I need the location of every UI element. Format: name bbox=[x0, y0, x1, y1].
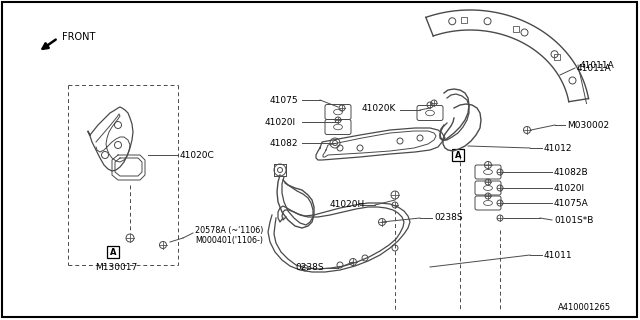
Bar bbox=[554, 54, 560, 60]
Text: 41011A: 41011A bbox=[577, 63, 612, 73]
Text: 41011: 41011 bbox=[544, 251, 573, 260]
Text: A: A bbox=[109, 247, 116, 257]
Text: 41082B: 41082B bbox=[554, 167, 589, 177]
Text: M030002: M030002 bbox=[567, 121, 609, 130]
Bar bbox=[461, 17, 467, 23]
Text: 41020K: 41020K bbox=[362, 103, 396, 113]
Bar bbox=[513, 26, 519, 32]
Text: 41082: 41082 bbox=[270, 139, 298, 148]
Text: 41020I: 41020I bbox=[265, 117, 296, 126]
Text: 0238S: 0238S bbox=[295, 263, 324, 273]
Text: 41020I: 41020I bbox=[554, 183, 585, 193]
Bar bbox=[452, 149, 464, 161]
Text: M130017: M130017 bbox=[95, 263, 137, 273]
Text: 41075A: 41075A bbox=[554, 198, 589, 207]
Text: 41020H: 41020H bbox=[330, 199, 365, 209]
Text: 41011A: 41011A bbox=[580, 60, 615, 69]
Text: 41020C: 41020C bbox=[180, 150, 215, 159]
Text: A410001265: A410001265 bbox=[558, 303, 611, 313]
Text: 41075: 41075 bbox=[270, 95, 299, 105]
Text: 41012: 41012 bbox=[544, 143, 573, 153]
Text: 0101S*B: 0101S*B bbox=[554, 215, 593, 225]
Circle shape bbox=[333, 140, 337, 146]
Text: 0238S: 0238S bbox=[434, 212, 463, 221]
Text: FRONT: FRONT bbox=[62, 32, 95, 42]
Text: A: A bbox=[455, 150, 461, 159]
Bar bbox=[107, 246, 119, 258]
Text: 20578A (~'1106): 20578A (~'1106) bbox=[195, 226, 264, 235]
Text: M000401('1106-): M000401('1106-) bbox=[195, 236, 263, 244]
